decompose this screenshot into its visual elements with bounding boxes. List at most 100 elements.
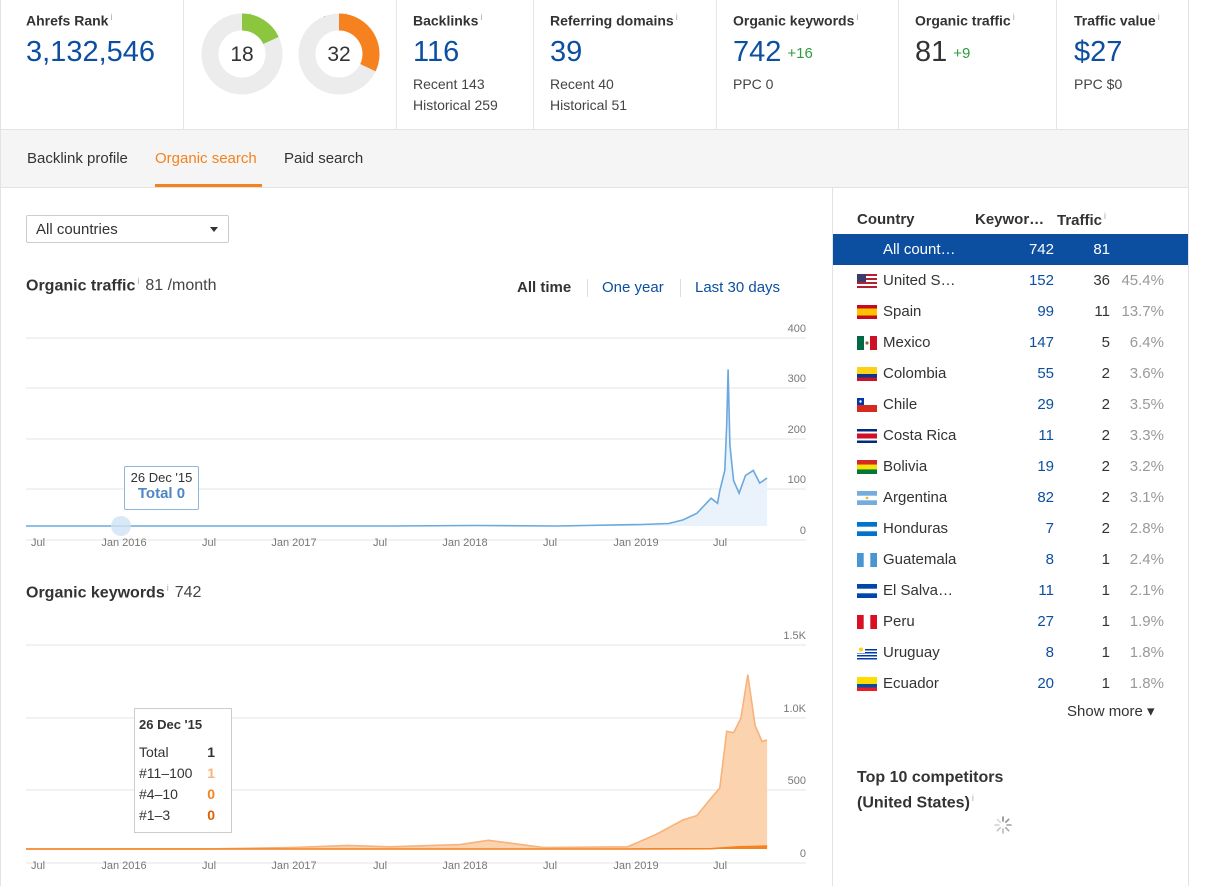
backlinks-recent[interactable]: Recent 143	[413, 76, 485, 92]
flag-ec-icon	[857, 677, 877, 691]
country-keywords[interactable]: 99	[1037, 303, 1054, 320]
country-name[interactable]: El Salva…	[883, 582, 954, 599]
backlinks-historical[interactable]: Historical 259	[413, 97, 498, 113]
traffic-value-value[interactable]: $27	[1074, 36, 1123, 68]
organic-keywords-title: Organic keywords i 742	[26, 583, 202, 602]
country-row[interactable]: Guatemala 8 1 2.4%	[833, 544, 1188, 575]
referring-domains-value[interactable]: 39	[550, 36, 583, 68]
report-tabs: Backlink profile Organic search Paid sea…	[0, 130, 1189, 188]
info-icon[interactable]: i	[675, 12, 678, 22]
country-keywords[interactable]: 147	[1028, 334, 1054, 351]
country-row[interactable]: Ecuador 20 1 1.8%	[833, 668, 1188, 699]
country-keywords[interactable]: 29	[1037, 396, 1054, 413]
country-keywords[interactable]: 8	[1045, 644, 1054, 661]
info-icon[interactable]: i	[1104, 211, 1107, 221]
country-row[interactable]: Uruguay 8 1 1.8%	[833, 637, 1188, 668]
country-name[interactable]: Spain	[883, 303, 922, 320]
traffic-column-header[interactable]: Traffic i	[1057, 211, 1107, 229]
country-keywords[interactable]: 152	[1028, 272, 1054, 289]
info-icon[interactable]: i	[1157, 12, 1160, 22]
country-row[interactable]: Peru 27 1 1.9%	[833, 606, 1188, 637]
show-more-button[interactable]: Show more ▾	[1067, 703, 1155, 720]
info-icon[interactable]: i	[137, 276, 140, 286]
flag-mx-icon	[857, 336, 877, 350]
country-keywords[interactable]: 7	[1045, 520, 1054, 537]
keywords-tooltip-value: 1	[207, 744, 215, 760]
x-tick-label: Jul	[713, 860, 727, 872]
country-name[interactable]: Guatemala	[883, 551, 957, 568]
country-keywords[interactable]: 11	[1038, 582, 1054, 599]
tab-organic-search[interactable]: Organic search	[155, 150, 257, 167]
organic-keywords-value[interactable]: 742 +16	[733, 36, 813, 68]
country-row[interactable]: Costa Rica 11 2 3.3%	[833, 420, 1188, 451]
y-tick-label: 400	[788, 323, 806, 335]
country-keywords[interactable]: 19	[1037, 458, 1054, 475]
country-traffic: 36	[1093, 272, 1110, 289]
organic-keywords-ppc[interactable]: PPC 0	[733, 76, 774, 92]
country-name[interactable]: United S…	[883, 272, 956, 289]
country-keywords[interactable]: 27	[1037, 613, 1054, 630]
tab-paid-search[interactable]: Paid search	[284, 150, 364, 167]
country-name[interactable]: Uruguay	[883, 644, 940, 661]
country-row[interactable]: Honduras 7 2 2.8%	[833, 513, 1188, 544]
country-name[interactable]: Honduras	[883, 520, 949, 537]
country-keywords[interactable]: 55	[1037, 365, 1054, 382]
flag-uy-icon	[857, 646, 877, 660]
country-row-all[interactable]: All count… 742 81	[833, 234, 1188, 265]
country-row[interactable]: Argentina 82 2 3.1%	[833, 482, 1188, 513]
x-tick-label: Jul	[373, 860, 387, 872]
country-row[interactable]: El Salva… 11 1 2.1%	[833, 575, 1188, 606]
country-name[interactable]: All count…	[883, 241, 956, 258]
ahrefs-rank-value[interactable]: 3,132,546	[26, 36, 156, 68]
country-row[interactable]: Mexico 147 5 6.4%	[833, 327, 1188, 358]
country-name[interactable]: Argentina	[883, 489, 948, 506]
organic-keywords-chart[interactable]: 1.5K 1.0K 500 0 Jul Jan 2016 Jul Jan 2017 Jul Jan…	[0, 620, 832, 880]
range-one-year[interactable]: One year	[602, 279, 664, 296]
country-name[interactable]: Ecuador	[883, 675, 939, 692]
range-all-time[interactable]: All time	[517, 279, 572, 296]
referring-domains-recent[interactable]: Recent 40	[550, 76, 614, 92]
info-icon[interactable]: i	[480, 12, 483, 22]
country-row[interactable]: Chile 29 2 3.5%	[833, 389, 1188, 420]
country-row[interactable]: United S… 152 36 45.4%	[833, 265, 1188, 296]
country-keywords[interactable]: 11	[1038, 427, 1054, 444]
info-icon[interactable]: i	[166, 583, 169, 593]
traffic-tooltip-date: 26 Dec '15	[130, 470, 193, 485]
organic-traffic-chart[interactable]: 400 300 200 100 0 Jul Jan 2016 Jul Jan 2017 Jul Ja…	[0, 310, 832, 555]
country-row[interactable]: Colombia 55 2 3.6%	[833, 358, 1188, 389]
competitors-title: Top 10 competitors (United States) i	[857, 768, 1003, 813]
organic-traffic-metric: Organic traffic i 81 +9	[899, 0, 1057, 130]
referring-domains-historical[interactable]: Historical 51	[550, 97, 628, 113]
country-name[interactable]: Mexico	[883, 334, 931, 351]
range-last-30-days[interactable]: Last 30 days	[695, 279, 781, 296]
country-name[interactable]: Bolivia	[883, 458, 928, 475]
country-name[interactable]: Chile	[883, 396, 918, 413]
country-traffic-share: 3.5%	[1129, 396, 1164, 413]
country-name[interactable]: Colombia	[883, 365, 947, 382]
country-column-header[interactable]: Country	[857, 211, 915, 228]
info-icon[interactable]: i	[971, 793, 974, 803]
tab-backlink-profile[interactable]: Backlink profile	[27, 150, 128, 167]
keywords-4-10-line	[26, 845, 768, 850]
backlinks-label: Backlinks i	[413, 12, 483, 29]
country-traffic-share: 2.8%	[1129, 520, 1164, 537]
organic-traffic-title: Organic traffic i 81 /month	[26, 276, 217, 295]
info-icon[interactable]: i	[856, 12, 859, 22]
x-tick-label: Jul	[31, 537, 45, 549]
country-traffic: 2	[1101, 458, 1110, 475]
country-keywords[interactable]: 742	[1028, 241, 1054, 258]
country-select[interactable]: All countries	[26, 215, 229, 243]
country-select-value: All countries	[36, 221, 118, 238]
country-row[interactable]: Spain 99 11 13.7%	[833, 296, 1188, 327]
info-icon[interactable]: i	[1012, 12, 1015, 22]
country-keywords[interactable]: 20	[1037, 675, 1054, 692]
country-name[interactable]: Peru	[883, 613, 915, 630]
backlinks-value[interactable]: 116	[413, 36, 460, 68]
info-icon[interactable]: i	[110, 12, 113, 22]
keywords-column-header[interactable]: Keywor…	[975, 211, 1045, 228]
country-row[interactable]: Bolivia 19 2 3.2%	[833, 451, 1188, 482]
country-keywords[interactable]: 82	[1037, 489, 1054, 506]
y-tick-label: 1.5K	[783, 630, 806, 642]
country-keywords[interactable]: 8	[1045, 551, 1054, 568]
country-name[interactable]: Costa Rica	[883, 427, 957, 444]
